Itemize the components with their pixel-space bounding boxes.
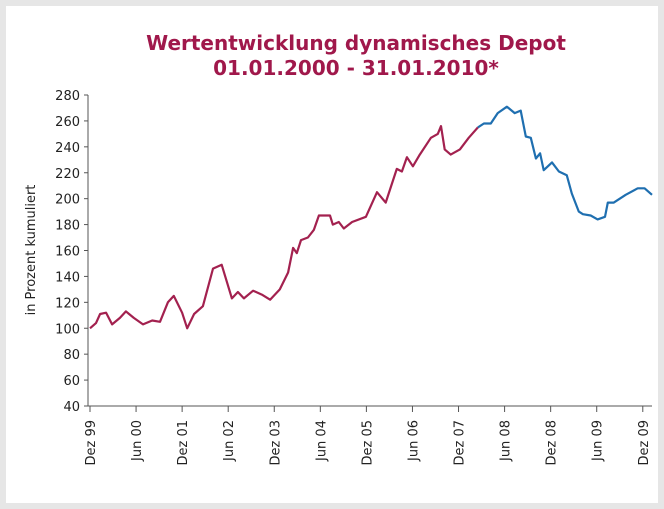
x-tick-label: Jun 06 (406, 420, 421, 462)
chart-title: Wertentwicklung dynamisches Depot (146, 31, 566, 55)
x-tick-label: Dez 08 (545, 420, 560, 466)
x-tick-label: Dez 03 (268, 420, 283, 466)
y-tick-label: 180 (55, 219, 80, 234)
y-tick-label: 160 (55, 245, 80, 260)
x-tick-label: Dez 01 (176, 420, 191, 466)
x-tick-label: Jun 02 (222, 420, 237, 462)
x-tick-label: Dez 07 (453, 420, 468, 466)
y-tick-label: 280 (55, 89, 80, 104)
y-tick-label: 80 (63, 348, 80, 363)
x-tick-label: Dez 09 (637, 420, 652, 466)
y-tick-label: 200 (55, 193, 80, 208)
y-tick-label: 60 (63, 374, 80, 389)
x-tick-label: Dez 99 (84, 420, 99, 466)
x-tick-label: Jun 09 (591, 420, 606, 462)
y-tick-label: 260 (55, 115, 80, 130)
y-tick-label: 40 (63, 400, 80, 415)
y-tick-label: 140 (55, 270, 80, 285)
y-tick-label: 240 (55, 141, 80, 156)
line-series (477, 105, 653, 221)
line-series (89, 125, 479, 330)
x-tick-label: Dez 05 (360, 420, 375, 466)
chart-subtitle: 01.01.2000 - 31.01.2010* (213, 56, 499, 80)
y-tick-label: 120 (55, 296, 80, 311)
y-axis-label: in Prozent kumuliert (24, 185, 39, 316)
x-tick-label: Jun 00 (130, 420, 145, 462)
x-tick-label: Jun 08 (499, 420, 514, 462)
panel (6, 6, 658, 503)
x-tick-label: Jun 04 (314, 420, 329, 462)
y-tick-label: 100 (55, 322, 80, 337)
y-tick-label: 220 (55, 167, 80, 182)
